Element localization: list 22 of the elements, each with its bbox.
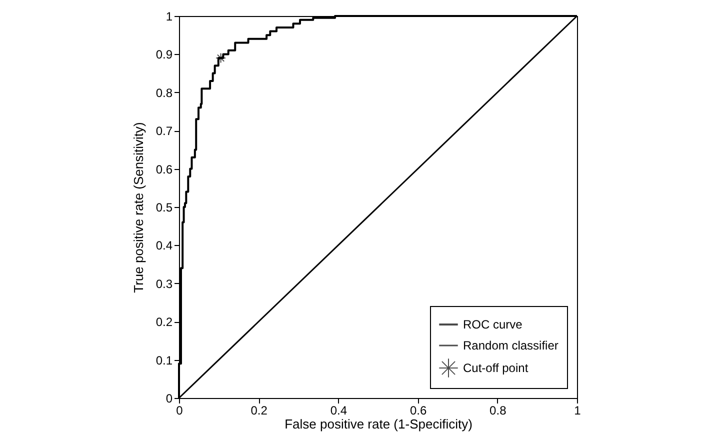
legend-label: Random classifier xyxy=(463,338,558,352)
y-tick-label: 0.2 xyxy=(156,315,173,330)
y-tick-label: 0.3 xyxy=(156,276,173,291)
x-tick-label: 0.4 xyxy=(330,404,348,418)
y-tick-label: 0.4 xyxy=(156,238,173,253)
x-axis-title: False positive rate (1-Specificity) xyxy=(284,416,472,432)
x-tick-label: 0.6 xyxy=(410,404,427,418)
y-tick-label: 1 xyxy=(166,10,173,24)
legend-label: ROC curve xyxy=(463,318,523,332)
y-tick-label: 0.9 xyxy=(156,48,173,62)
legend-label: Cut-off point xyxy=(463,361,529,375)
y-tick-label: 0.7 xyxy=(156,124,173,138)
y-tick-label: 0.6 xyxy=(156,162,173,176)
y-tick-label: 0.1 xyxy=(156,353,173,368)
y-axis-title: True positive rate (Sensitivity) xyxy=(130,122,146,293)
x-tick-label: 0 xyxy=(176,404,184,418)
y-tick-label: 0.5 xyxy=(156,200,173,214)
x-tick-label: 0.8 xyxy=(490,404,507,418)
y-tick-label: 0 xyxy=(166,392,173,406)
y-tick-label: 0.8 xyxy=(156,86,173,100)
x-tick-label: 1 xyxy=(574,404,582,418)
x-tick-label: 0.2 xyxy=(250,404,268,418)
